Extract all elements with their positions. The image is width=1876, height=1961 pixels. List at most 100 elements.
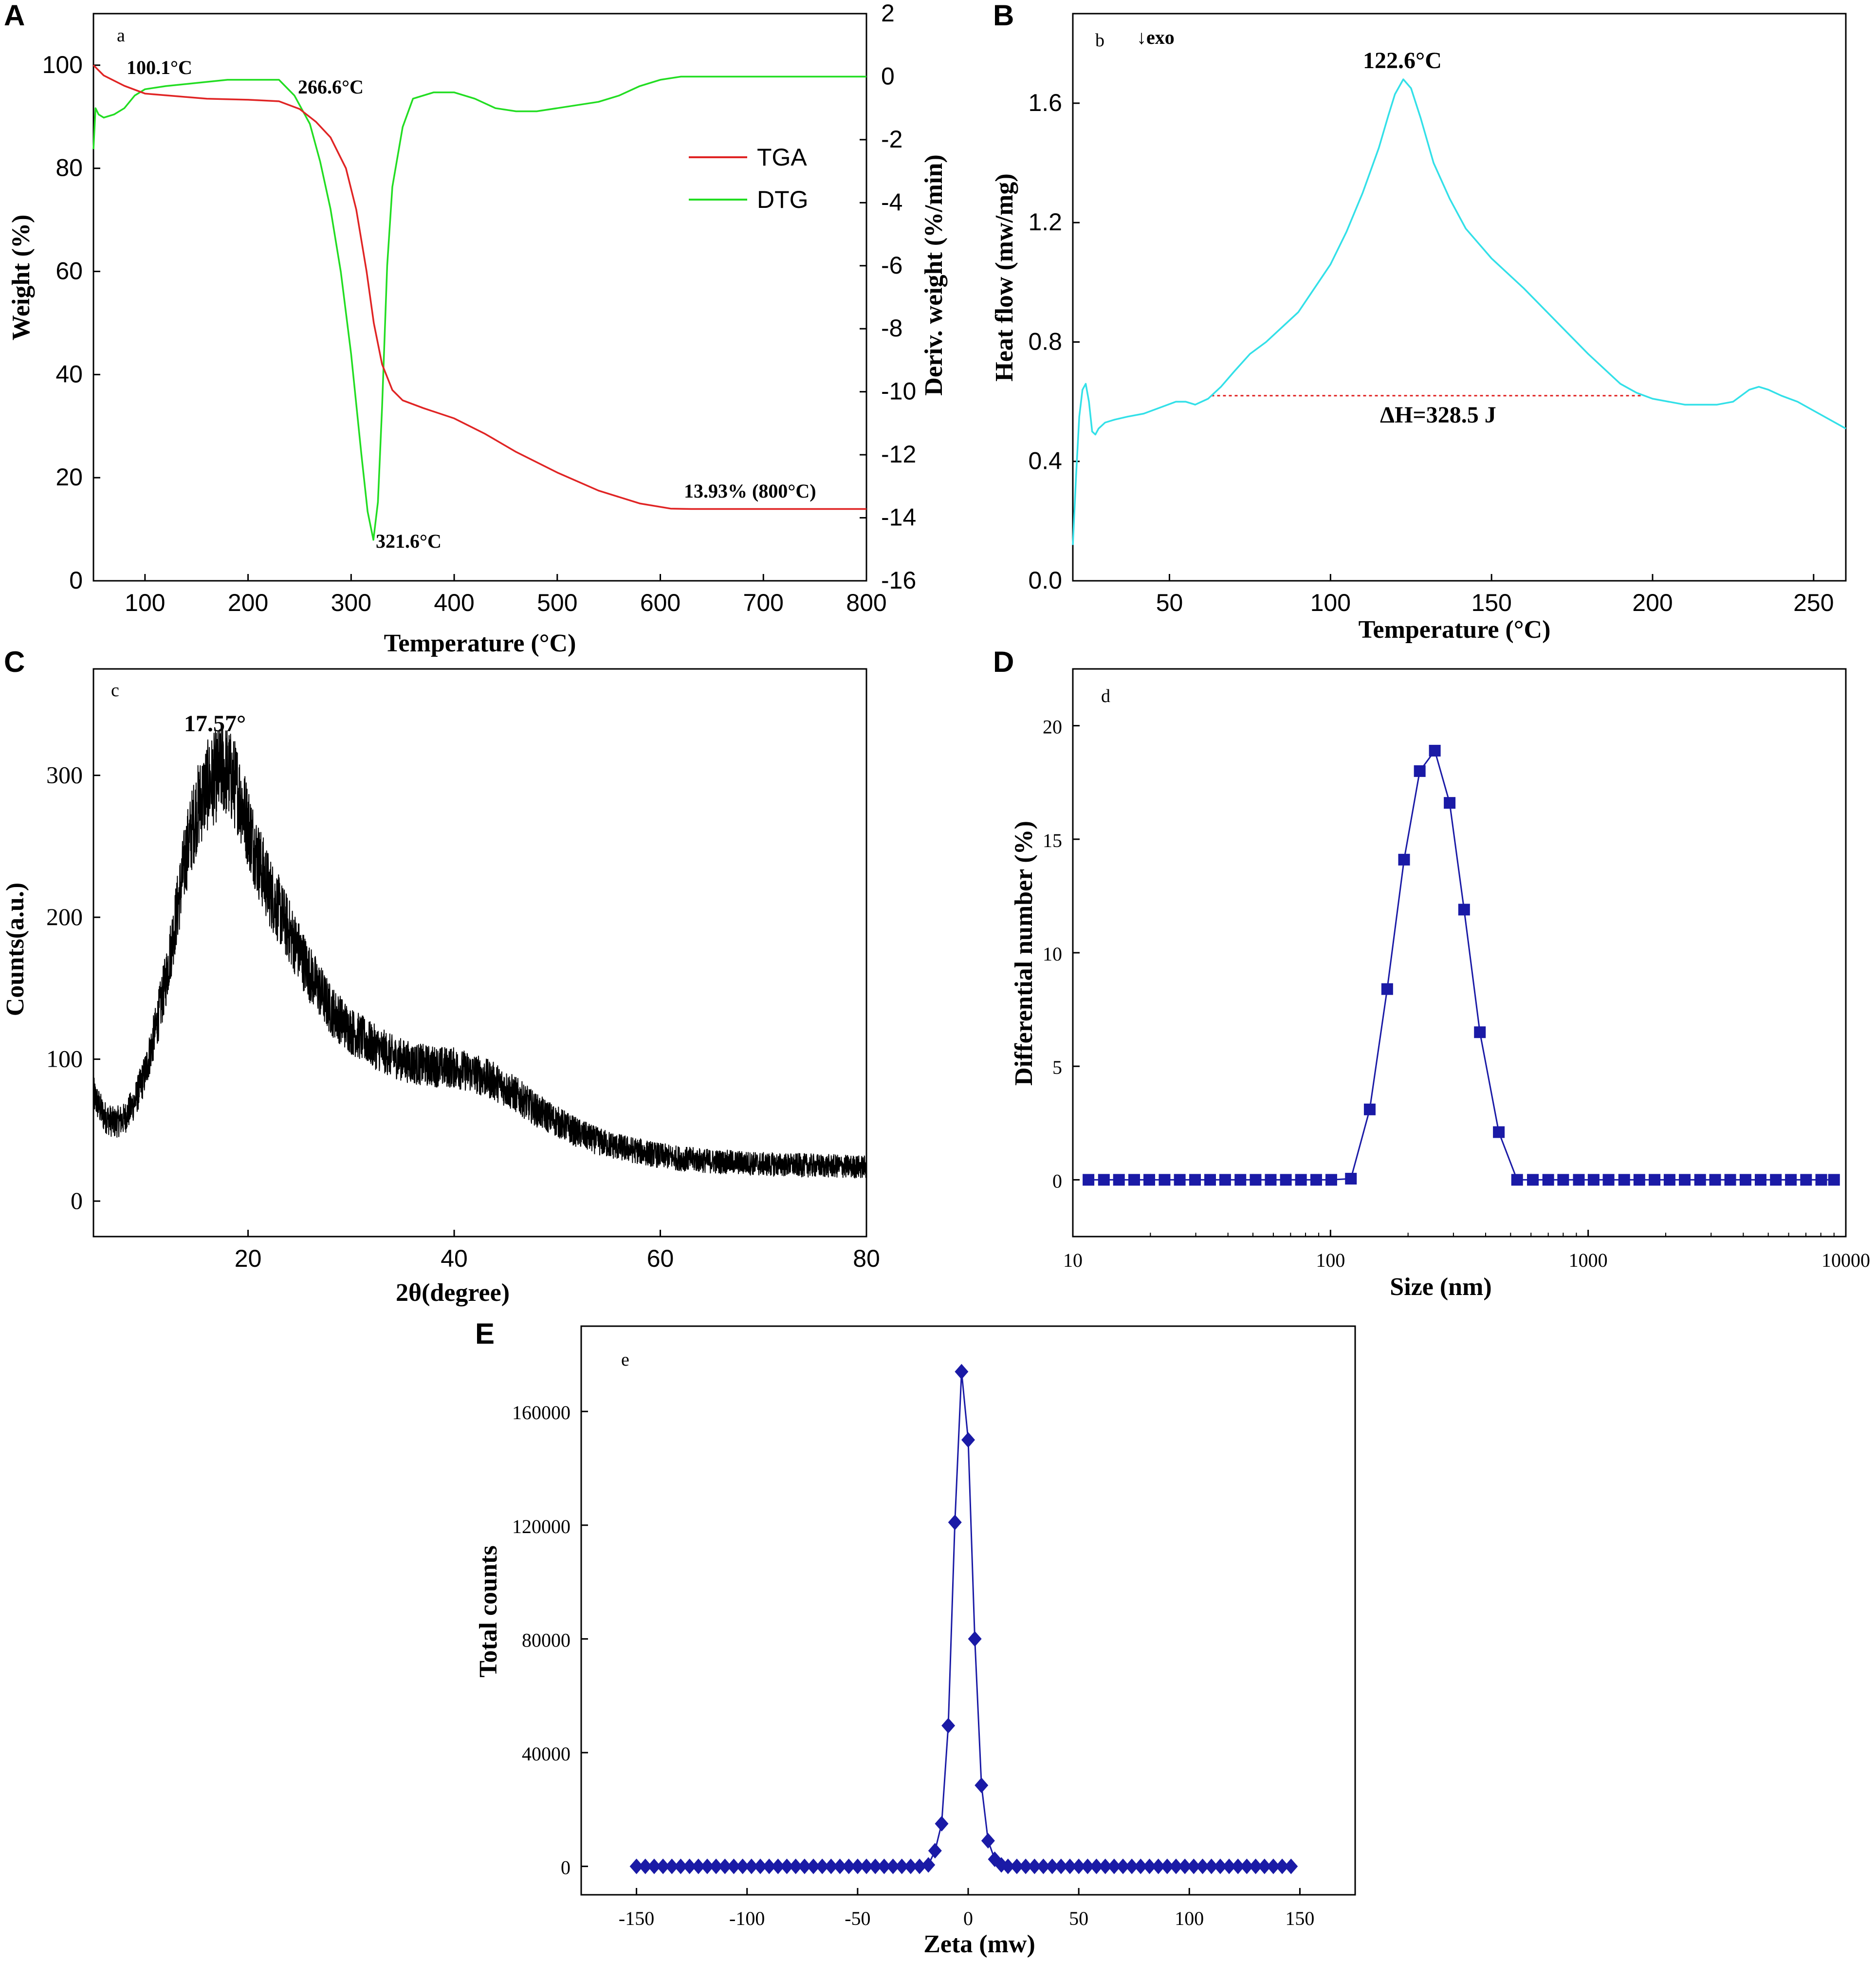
zeta-point xyxy=(691,1858,705,1874)
zeta-point xyxy=(1028,1858,1042,1874)
zeta-point xyxy=(833,1858,847,1874)
panel-b-y-label: Heat flow (mw/mg) xyxy=(991,173,1018,381)
zeta-point xyxy=(807,1858,820,1874)
y-tick-label: 0.0 xyxy=(1028,567,1062,594)
y-tick-label: 300 xyxy=(46,761,83,789)
y-tick-label: 20 xyxy=(55,463,83,491)
panel-d-letter: D xyxy=(993,646,1014,678)
panel-e-letter: E xyxy=(475,1317,495,1350)
panel-c-inner-label: c xyxy=(111,680,119,701)
panel-b-anno-peak: 122.6°C xyxy=(1363,48,1442,74)
size-point xyxy=(1458,904,1470,916)
y2-tick-label: -2 xyxy=(881,126,902,153)
panel-a-anno-266c: 266.6°C xyxy=(298,76,364,98)
panel-b-inner-label: b xyxy=(1095,30,1104,51)
zeta-point xyxy=(961,1432,975,1448)
y2-tick-label: -14 xyxy=(881,504,916,531)
size-point xyxy=(1511,1174,1523,1186)
panel-a: A a 100 200 300 400 500 600 700 800 02040608010… xyxy=(4,0,948,657)
size-point xyxy=(1219,1174,1231,1186)
size-point xyxy=(1363,1103,1376,1115)
zeta-point xyxy=(1036,1858,1050,1874)
y-tick-label: 0 xyxy=(561,1857,570,1879)
zeta-point xyxy=(1098,1858,1112,1874)
zeta-point xyxy=(647,1858,661,1874)
zeta-point xyxy=(941,1718,956,1734)
zeta-point xyxy=(1249,1858,1263,1874)
size-point xyxy=(1414,765,1426,777)
size-point xyxy=(1325,1174,1337,1186)
zeta-point xyxy=(674,1858,688,1874)
y-tick-label: 0 xyxy=(69,567,83,594)
x-tick-label: 150 xyxy=(1471,589,1511,616)
zeta-point xyxy=(1134,1858,1148,1874)
size-point xyxy=(1815,1174,1827,1186)
zeta-point xyxy=(850,1858,864,1874)
panel-e-x-ticks: -150 -100 -50 0 50 100 150 xyxy=(619,1888,1314,1929)
panel-e-frame xyxy=(580,1325,1356,1896)
panel-c-y-label: Counts(a.u.) xyxy=(1,883,29,1017)
size-point xyxy=(1381,983,1393,995)
x-tick-label: 200 xyxy=(1632,589,1673,616)
size-point xyxy=(1493,1126,1505,1138)
size-point xyxy=(1828,1174,1840,1186)
size-point xyxy=(1527,1174,1539,1186)
panel-e-y-label: Total counts xyxy=(475,1545,502,1677)
panel-a-anno-residue: 13.93% (800°C) xyxy=(684,480,816,502)
panel-b-letter: B xyxy=(993,0,1014,32)
panel-a-y-ticks: 0 20 40 60 80 100 xyxy=(42,51,100,594)
size-point xyxy=(1234,1174,1247,1186)
size-point xyxy=(1444,797,1456,809)
zeta-point xyxy=(1240,1858,1254,1874)
size-point xyxy=(1739,1174,1751,1186)
zeta-point xyxy=(1001,1858,1015,1874)
zeta-point xyxy=(1169,1858,1183,1874)
y-tick-label: 60 xyxy=(55,258,83,285)
x-tick-label: 500 xyxy=(537,589,577,616)
size-point xyxy=(1542,1174,1554,1186)
zeta-point xyxy=(968,1631,982,1647)
panel-b-anno-enthalpy: ΔH=328.5 J xyxy=(1380,402,1496,428)
zeta-point xyxy=(1072,1858,1086,1874)
panel-a-letter: A xyxy=(4,0,25,32)
panel-d-x-label: Size (nm) xyxy=(1390,1273,1491,1301)
zeta-point xyxy=(638,1858,652,1874)
size-point xyxy=(1618,1174,1630,1186)
size-point xyxy=(1159,1174,1171,1186)
zeta-point xyxy=(771,1858,785,1874)
panel-b-frame xyxy=(1072,13,1847,582)
zeta-point xyxy=(1107,1858,1121,1874)
panel-d: D d 10 100 1000 10000 0 5 10 15 20 Size (nm) Di… xyxy=(993,646,1870,1301)
panel-c: C c 20 40 60 80 0 100 200 300 2θ(degree) Count… xyxy=(1,646,880,1307)
zeta-point xyxy=(935,1816,949,1832)
zeta-point xyxy=(762,1858,776,1874)
zeta-point xyxy=(1275,1858,1289,1874)
y-tick-label: 120000 xyxy=(512,1516,570,1537)
panel-a-plot xyxy=(92,64,866,541)
size-line xyxy=(1088,750,1834,1181)
size-point xyxy=(1800,1174,1812,1186)
zeta-point xyxy=(815,1858,829,1874)
zeta-point xyxy=(975,1777,989,1794)
size-point xyxy=(1602,1174,1615,1186)
x-tick-label: 60 xyxy=(647,1245,674,1272)
zeta-point xyxy=(1284,1858,1298,1874)
size-point xyxy=(1128,1174,1140,1186)
size-point xyxy=(1557,1174,1569,1186)
x-tick-label: 100 xyxy=(1316,1249,1345,1271)
panel-e-inner-label: e xyxy=(621,1350,629,1370)
zeta-point xyxy=(903,1858,918,1874)
x-tick-label: 100 xyxy=(1310,589,1351,616)
x-tick-label: 250 xyxy=(1793,589,1834,616)
x-tick-label: 100 xyxy=(125,589,165,616)
x-tick-label: 80 xyxy=(853,1245,880,1272)
zeta-point xyxy=(1063,1858,1077,1874)
panel-a-x-ticks: 100 200 300 400 500 600 700 800 xyxy=(125,574,887,616)
panel-c-letter: C xyxy=(4,646,25,678)
panel-c-plot xyxy=(93,724,867,1179)
panel-a-anno-321c: 321.6°C xyxy=(376,530,441,552)
x-tick-label: -150 xyxy=(619,1907,654,1929)
x-tick-label: -50 xyxy=(845,1907,870,1929)
size-point xyxy=(1098,1174,1110,1186)
